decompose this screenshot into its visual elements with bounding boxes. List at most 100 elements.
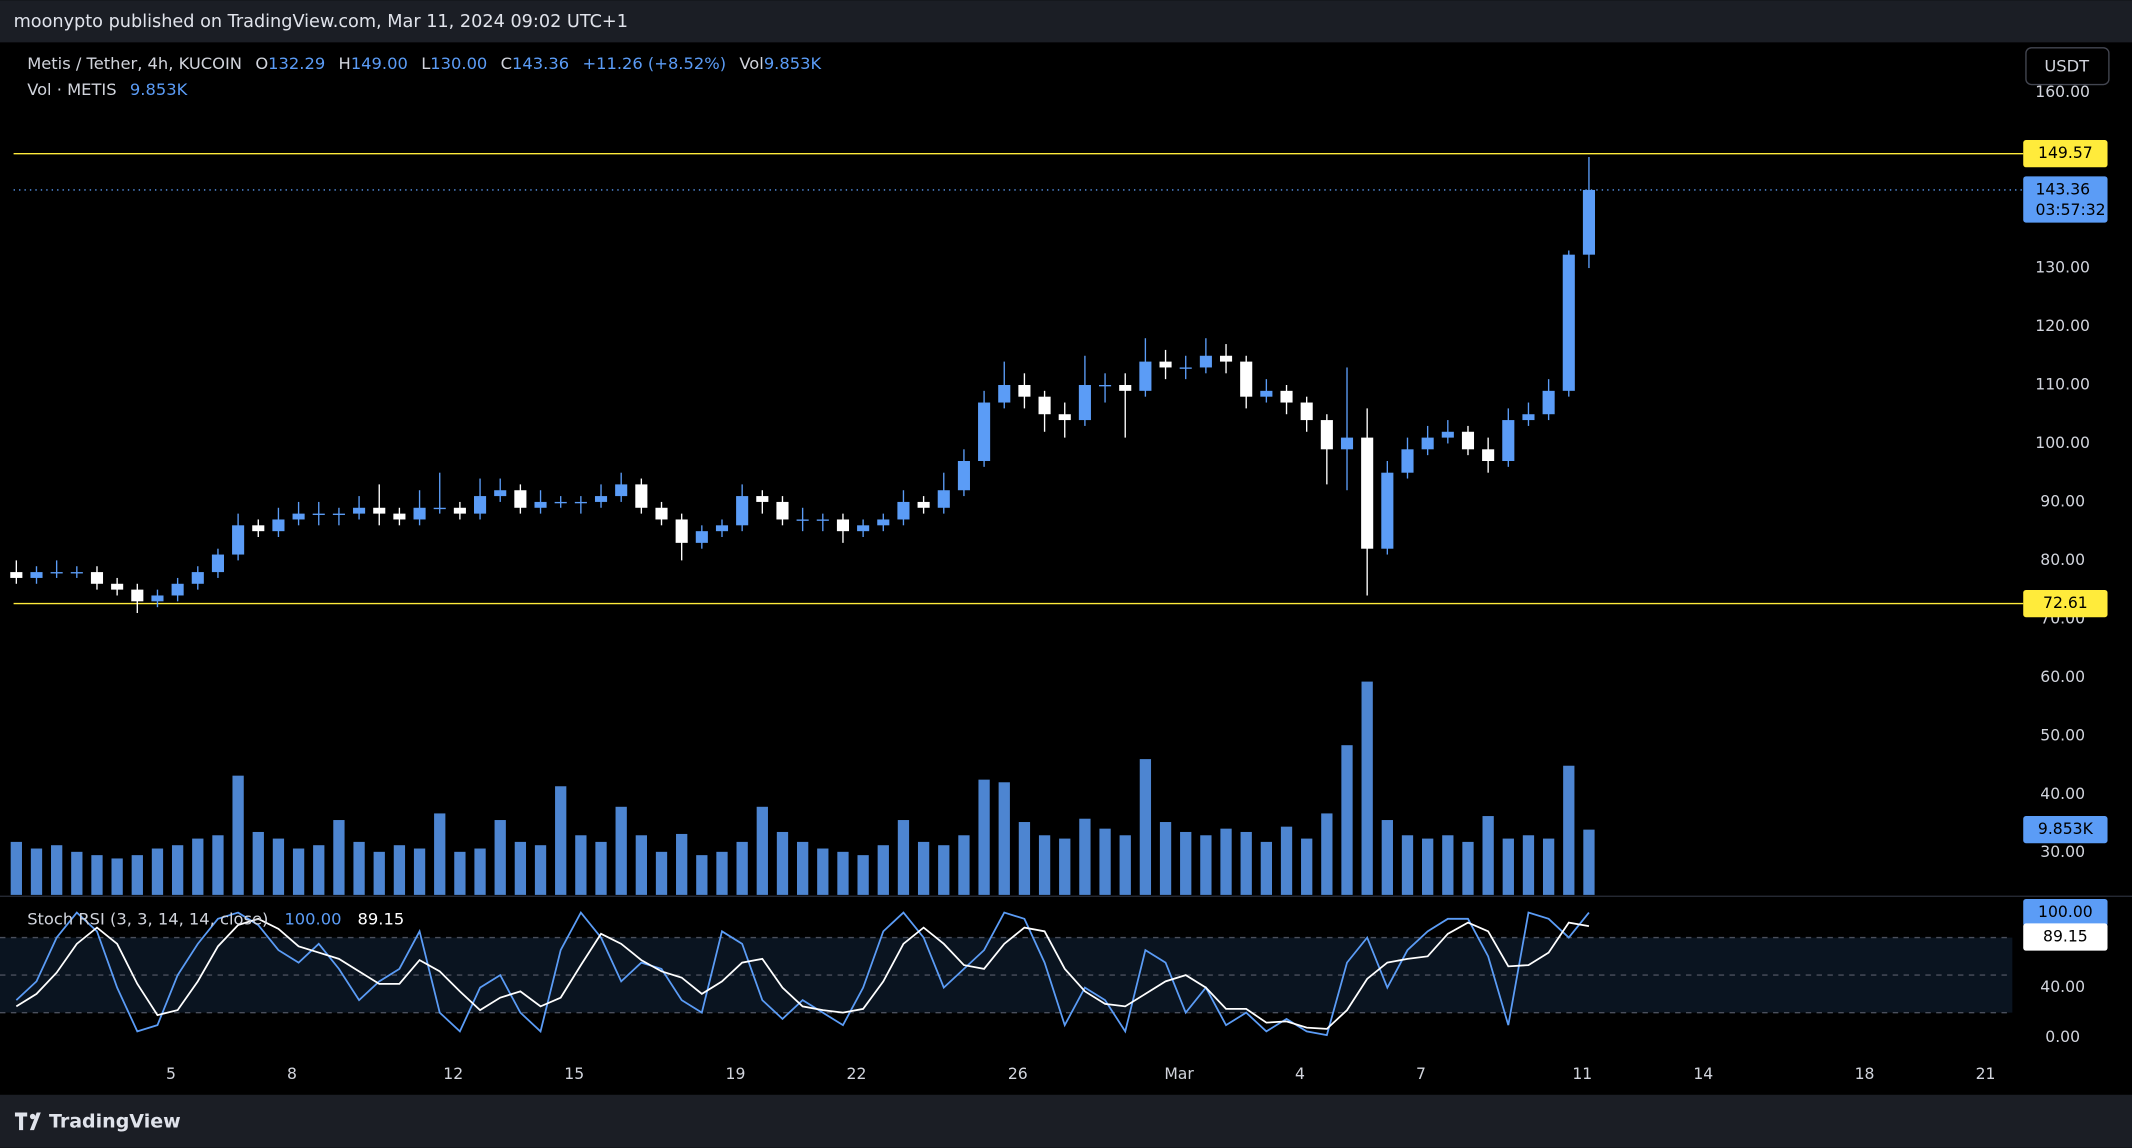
- candle-body: [695, 531, 708, 543]
- volume-bar: [454, 851, 466, 895]
- volume-bar: [897, 820, 910, 895]
- candle-body: [615, 484, 628, 497]
- x-tick-label: 18: [1855, 1064, 1875, 1083]
- stoch-title: Stoch RSI (3, 3, 14, 14, close): [27, 909, 268, 928]
- candle-body: [1582, 189, 1595, 255]
- x-tick-label: 7: [1416, 1064, 1426, 1083]
- candle-body: [191, 572, 204, 584]
- candle-body: [836, 519, 850, 532]
- candle-body: [675, 519, 688, 543]
- candle-body: [514, 490, 527, 508]
- x-tick-label: 21: [1976, 1064, 1996, 1083]
- volume-bar: [1321, 813, 1333, 895]
- stoch-k-line: [15, 910, 1590, 1037]
- candle-body: [1119, 384, 1132, 391]
- candle-body: [433, 507, 446, 510]
- volume-bar: [1563, 765, 1575, 895]
- stoch-legend: Stoch RSI (3, 3, 14, 14, close) 100.00 8…: [27, 909, 404, 928]
- high-value: 149.00: [351, 54, 408, 73]
- volume-bar: [555, 786, 567, 895]
- volume-bar: [1200, 835, 1212, 895]
- currency-button[interactable]: [2025, 47, 2110, 86]
- candle-body: [635, 484, 648, 508]
- stoch-k-tag: 100.00: [2038, 902, 2093, 921]
- volume-bar: [71, 851, 83, 895]
- volume-bar: [272, 838, 285, 895]
- legend: Metis / Tether, 4h, KUCOIN O132.29 H149.…: [27, 54, 822, 73]
- o-label: O: [255, 54, 268, 73]
- volume-bar: [917, 841, 930, 895]
- candle-body: [312, 513, 325, 515]
- candle-body: [715, 525, 729, 532]
- candle-body: [1159, 361, 1172, 368]
- candle-body: [111, 583, 124, 590]
- volume-bar: [696, 855, 708, 895]
- currency[interactable]: USDT: [2044, 56, 2089, 75]
- candle-body: [1078, 384, 1091, 421]
- last-price-tag-bg: [2023, 176, 2108, 223]
- x-tick-label: 4: [1295, 1064, 1305, 1083]
- volume-bar: [1139, 759, 1152, 895]
- last-price-tag: 143.36: [2035, 179, 2090, 198]
- volume-bar: [534, 845, 547, 895]
- volume-bar: [30, 848, 43, 895]
- plot: 160.00130.00120.00110.00100.0090.0080.00…: [0, 82, 2108, 1083]
- volume-bar: [1442, 835, 1454, 895]
- volume-bar: [817, 848, 829, 895]
- volume-bar: [91, 855, 103, 895]
- candle-body: [1038, 396, 1051, 415]
- volume-tag-bg: [2023, 816, 2108, 844]
- volume-bar: [313, 845, 325, 895]
- brand: TradingView: [49, 1110, 181, 1132]
- x-tick-label: 19: [726, 1064, 746, 1083]
- volume-bar: [111, 858, 123, 895]
- stoch-d-tag: 89.15: [2043, 927, 2088, 946]
- candle-body: [756, 496, 769, 502]
- volume-bar: [1018, 822, 1031, 895]
- volume-bar: [1280, 826, 1293, 895]
- candle-body: [332, 513, 345, 515]
- volume-bar: [1240, 831, 1252, 895]
- x-tick-label: 11: [1572, 1064, 1592, 1083]
- candle-body: [131, 589, 144, 602]
- published-text: moonypto published on TradingView.com, M…: [14, 12, 628, 32]
- candle-body: [1260, 390, 1273, 397]
- logo-dot: [29, 1113, 36, 1120]
- candle-body: [1461, 431, 1475, 450]
- volume-bar: [474, 848, 486, 895]
- bottom-bar: [0, 1094, 2132, 1148]
- volume-bar: [635, 835, 647, 895]
- x-tick-label: 12: [443, 1064, 463, 1083]
- y-tick-label: 90.00: [2040, 491, 2085, 510]
- volume-bar: [151, 848, 164, 895]
- candle-body: [594, 496, 608, 502]
- volume-bar: [1059, 838, 1071, 895]
- volume-bar: [676, 833, 688, 895]
- candle-body: [393, 513, 406, 520]
- y-tick-label: 60.00: [2040, 667, 2085, 686]
- symbol: Metis / Tether, 4h, KUCOIN: [27, 54, 242, 73]
- volume-bar: [51, 845, 63, 895]
- candle-body: [1502, 420, 1515, 462]
- candle-body: [574, 501, 587, 504]
- x-tick-label: 8: [287, 1064, 297, 1083]
- countdown: 03:57:32: [2035, 200, 2105, 219]
- vol-value: 9.853K: [764, 54, 823, 73]
- candle-body: [1522, 414, 1535, 421]
- candle-body: [877, 519, 890, 526]
- candle-body: [232, 525, 245, 555]
- volume-bar: [978, 779, 990, 895]
- logo-mark: [14, 1112, 41, 1131]
- volume-bar: [171, 845, 184, 895]
- volume-bar: [776, 831, 789, 895]
- y-tick-label: 160.00: [2035, 82, 2090, 101]
- candle-body: [1058, 414, 1071, 421]
- candle-body: [978, 402, 991, 462]
- volume-bar: [514, 841, 527, 895]
- y-tick-label: 130.00: [2035, 258, 2090, 277]
- volume-bar: [1159, 822, 1172, 895]
- x-tick-label: Mar: [1164, 1064, 1194, 1083]
- stoch-d-last: 89.15: [358, 909, 405, 928]
- stoch-k-tag-bg: [2023, 898, 2108, 927]
- candle-body: [373, 507, 386, 514]
